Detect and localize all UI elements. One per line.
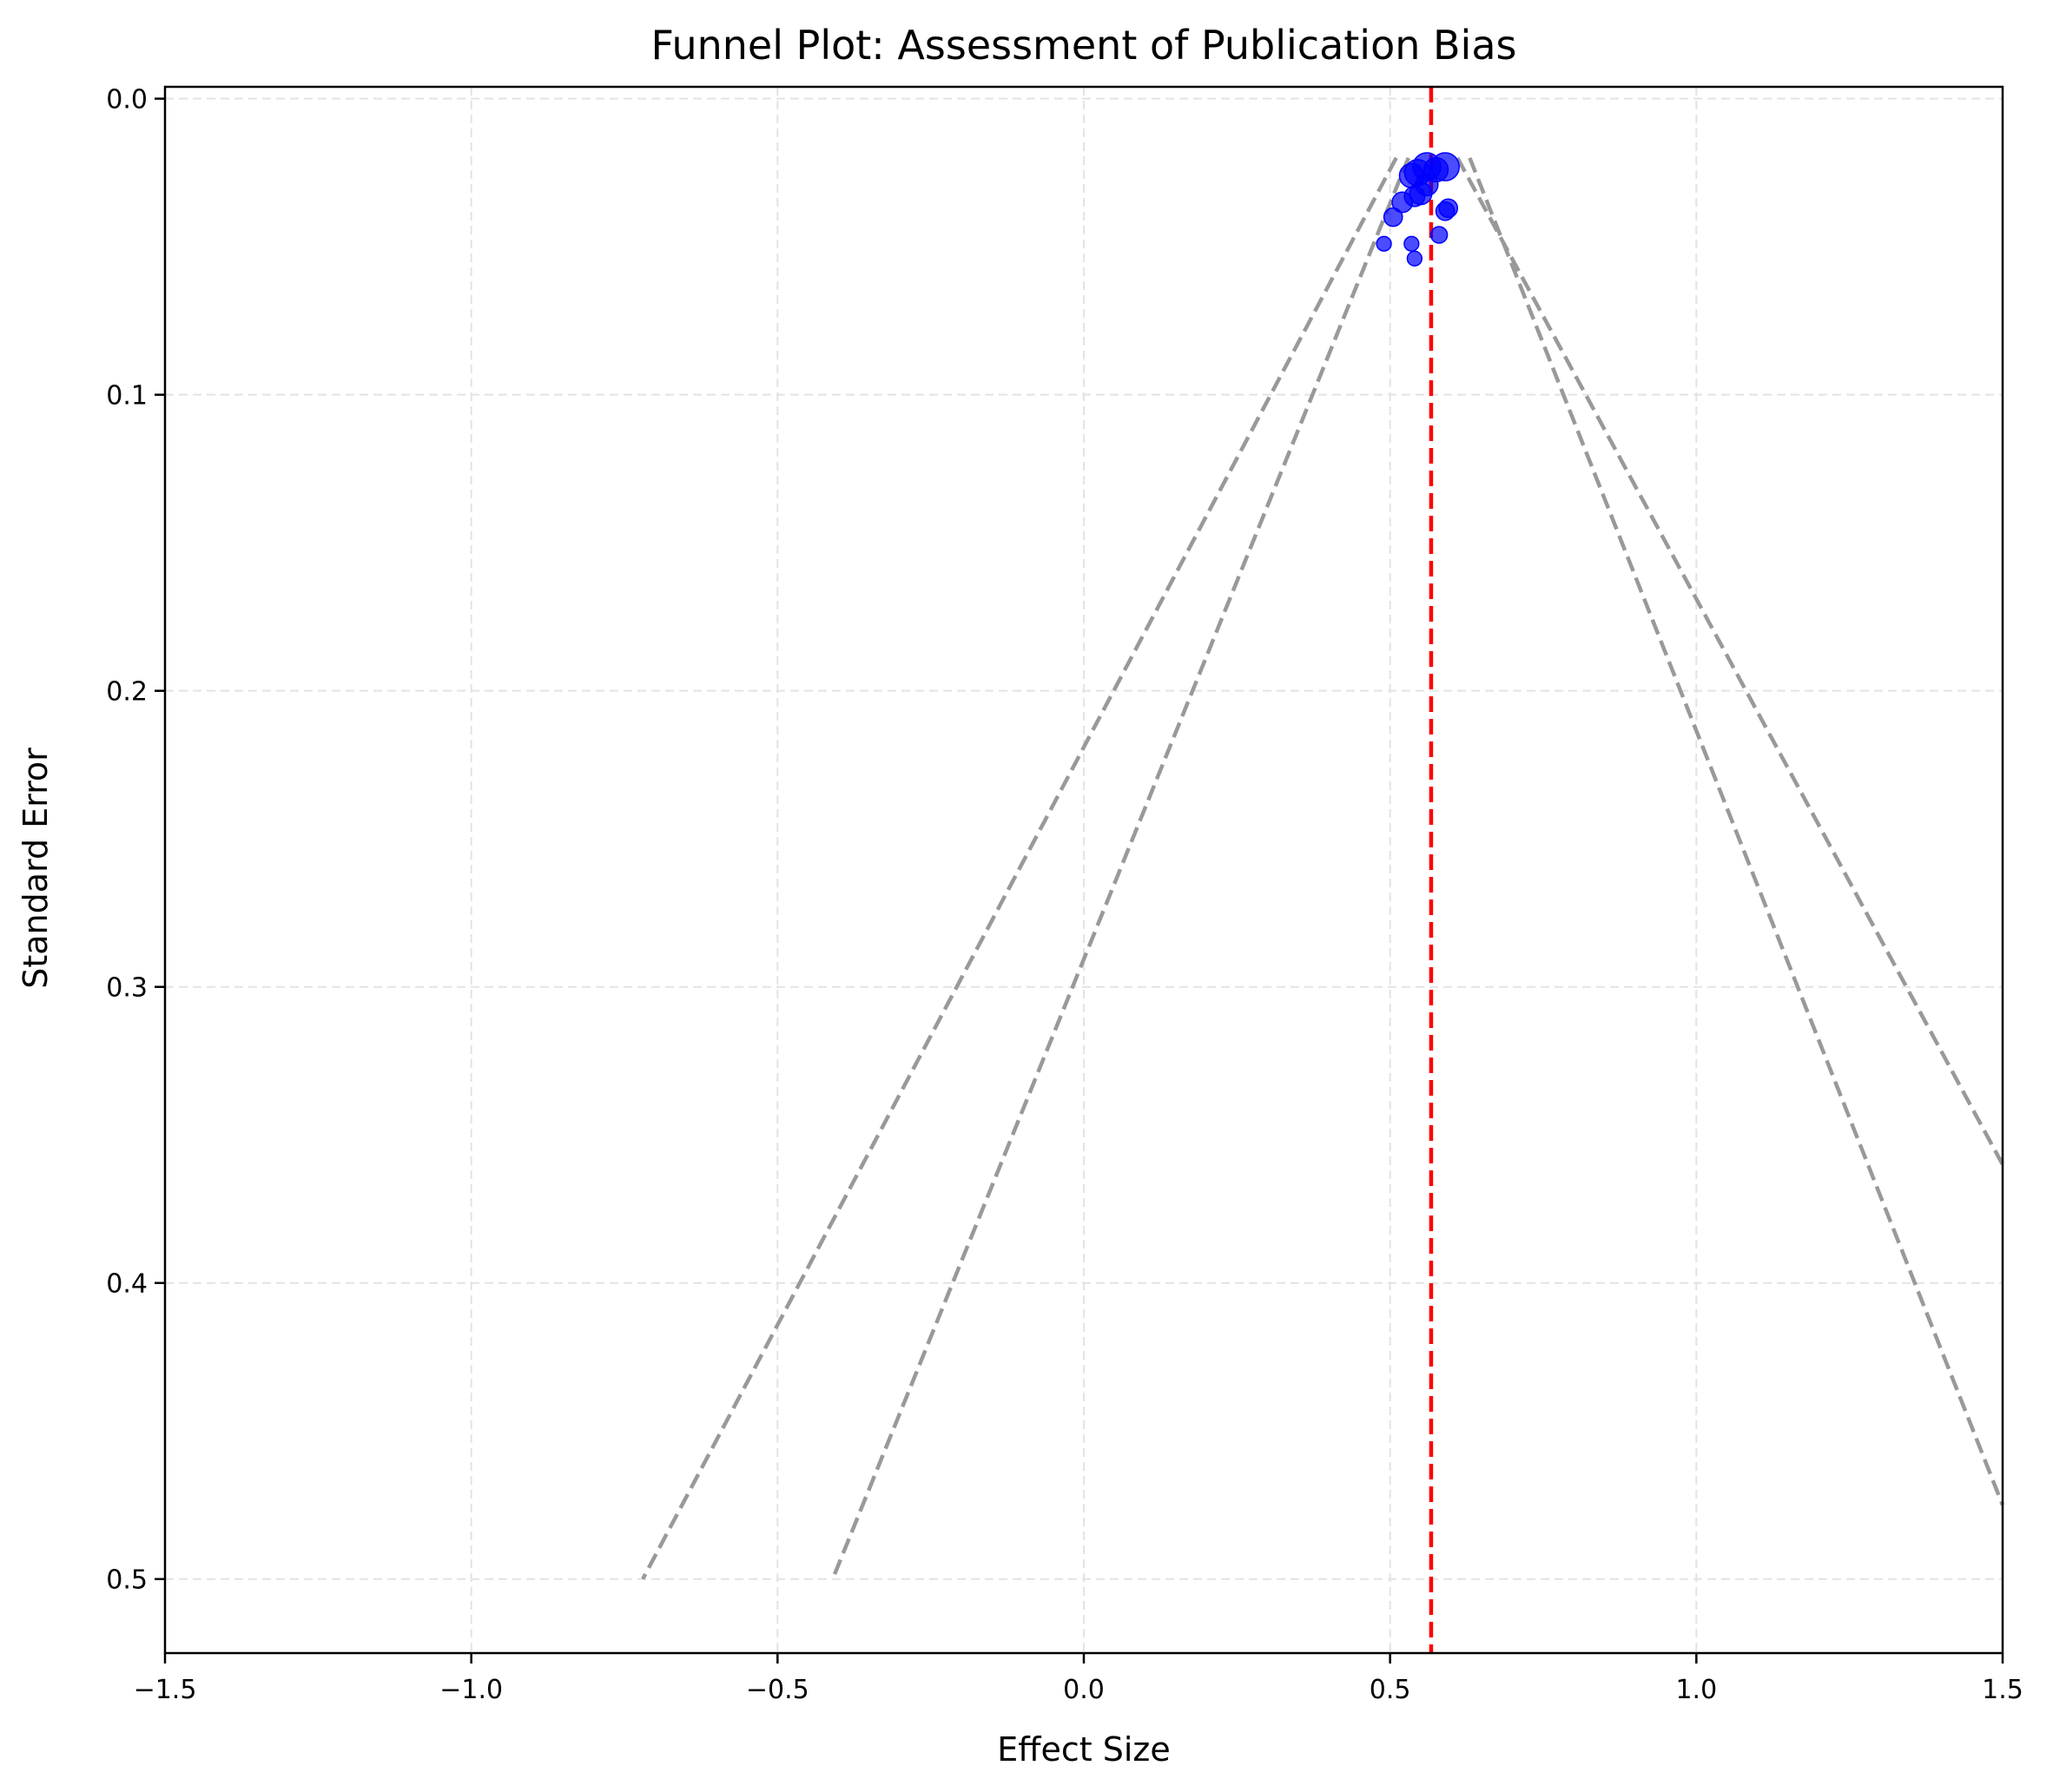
x-tick-label: −1.0 xyxy=(439,1675,503,1705)
study-point xyxy=(1383,207,1403,227)
x-tick-label: −0.5 xyxy=(746,1675,809,1705)
funnel-line-2 xyxy=(830,157,1410,1580)
study-point xyxy=(1376,235,1392,252)
chart-title: Funnel Plot: Assessment of Publication B… xyxy=(651,22,1517,69)
study-points xyxy=(1376,152,1460,267)
study-point xyxy=(1429,226,1449,244)
x-tick-label: 1.5 xyxy=(1982,1675,2023,1705)
funnel-line-4 xyxy=(1468,157,2005,1506)
x-tick-label: 0.0 xyxy=(1063,1675,1105,1705)
study-point xyxy=(1391,191,1414,214)
x-axis-ticks: −1.5 −1.0 −0.5 0.0 0.5 1.0 1.5 xyxy=(134,1653,2023,1705)
y-tick-label: 0.5 xyxy=(106,1565,148,1596)
x-tick-label: 0.5 xyxy=(1370,1675,1411,1705)
y-tick-label: 0.4 xyxy=(106,1269,148,1300)
y-tick-label: 0.0 xyxy=(106,85,148,115)
study-point xyxy=(1403,235,1420,252)
study-point xyxy=(1435,201,1456,221)
y-axis-label: Standard Error xyxy=(17,748,55,989)
x-axis-label: Effect Size xyxy=(997,1730,1170,1769)
funnel-line-3 xyxy=(1456,156,2004,1166)
funnel-line-1 xyxy=(641,156,1398,1580)
y-tick-label: 0.2 xyxy=(106,677,148,708)
y-tick-label: 0.1 xyxy=(106,381,148,412)
x-tick-label: 1.0 xyxy=(1675,1675,1717,1705)
y-axis-ticks: 0.0 0.1 0.2 0.3 0.4 0.5 xyxy=(106,85,165,1596)
x-tick-label: −1.5 xyxy=(134,1675,197,1705)
funnel-lines xyxy=(641,156,2005,1580)
study-point xyxy=(1406,250,1423,267)
y-tick-label: 0.3 xyxy=(106,973,148,1004)
